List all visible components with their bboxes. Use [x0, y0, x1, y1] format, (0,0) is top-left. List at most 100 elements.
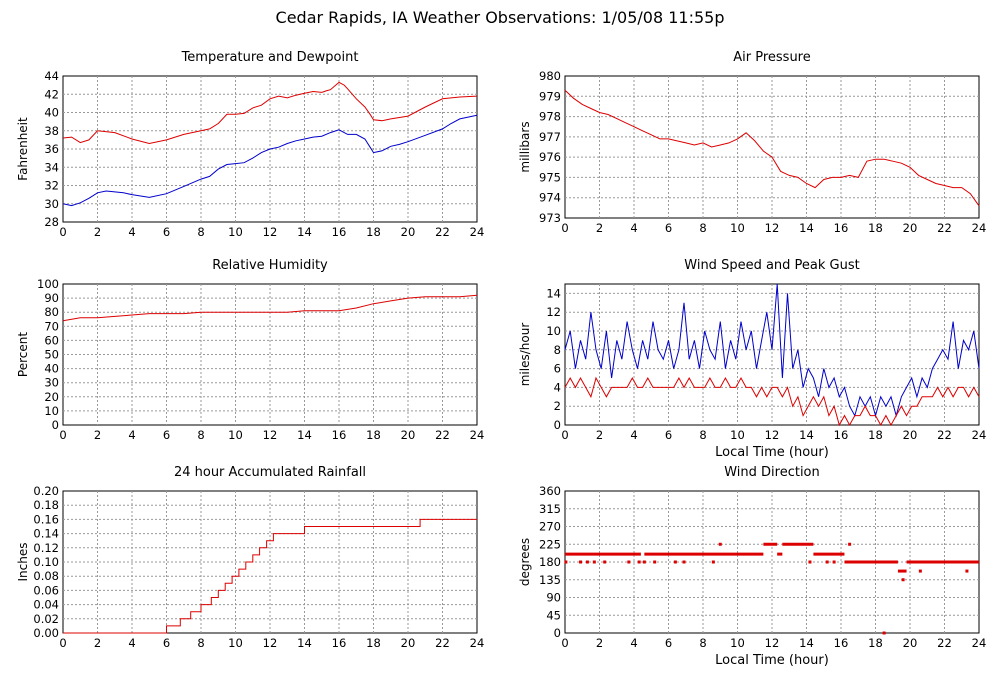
y-tick-label: 70: [44, 319, 59, 333]
series-line-red: [62, 81, 478, 145]
y-tick-label: 0.14: [33, 527, 59, 541]
y-tick-label: 0.04: [33, 598, 59, 612]
y-tick-label: 0.20: [33, 484, 59, 498]
x-tick-label: 14: [297, 636, 312, 650]
x-tick-label: 12: [263, 428, 278, 442]
x-tick-label: 10: [730, 636, 745, 650]
chart-title: Relative Humidity: [212, 258, 328, 273]
y-tick-label: 0.16: [33, 512, 59, 526]
page-title: Cedar Rapids, IA Weather Observations: 1…: [275, 8, 725, 27]
y-tick-label: 0.10: [33, 555, 59, 569]
direction-point: [642, 560, 646, 564]
x-tick-label: 10: [228, 428, 243, 442]
x-tick-label: 6: [163, 225, 170, 239]
x-tick-label: 10: [730, 428, 745, 442]
series-line-red: [63, 518, 477, 634]
y-tick-label: 4: [554, 380, 561, 394]
series-line-red: [564, 89, 980, 207]
x-tick-label: 14: [799, 221, 814, 235]
x-tick-label: 2: [596, 221, 603, 235]
y-tick-label: 977: [539, 130, 561, 144]
direction-point: [627, 560, 631, 564]
y-axis-label: miles/hour: [518, 323, 532, 387]
x-tick-label: 20: [903, 428, 918, 442]
y-tick-label: 360: [539, 484, 561, 498]
x-tick-label: 4: [630, 221, 637, 235]
y-tick-label: 42: [44, 87, 59, 101]
direction-point: [918, 569, 922, 573]
chart-humidity: 0 2 4 6 8 10 12 14 16 18 20 22 240102030405060708090…: [16, 258, 484, 442]
y-tick-label: 32: [44, 179, 59, 193]
y-tick-label: 225: [539, 537, 561, 551]
x-axis-label: Local Time (hour): [715, 445, 829, 460]
y-tick-label: 90: [546, 591, 561, 605]
x-tick-label: 14: [799, 636, 814, 650]
y-axis-label: millibars: [518, 121, 532, 172]
x-tick-label: 2: [94, 225, 101, 239]
y-axis-label: Percent: [16, 332, 30, 377]
y-tick-label: 40: [44, 362, 59, 376]
direction-point: [718, 542, 722, 546]
x-tick-label: 18: [366, 428, 381, 442]
x-tick-label: 12: [263, 225, 278, 239]
direction-point: [825, 560, 829, 564]
x-tick-label: 20: [401, 225, 416, 239]
x-tick-label: 6: [665, 636, 672, 650]
y-tick-label: 976: [539, 150, 561, 164]
x-tick-label: 0: [561, 428, 568, 442]
y-tick-label: 6: [554, 362, 561, 376]
x-tick-label: 8: [197, 225, 204, 239]
direction-point: [832, 560, 836, 564]
x-tick-label: 4: [630, 428, 637, 442]
x-tick-label: 8: [197, 428, 204, 442]
direction-point: [653, 560, 657, 564]
x-tick-label: 14: [297, 225, 312, 239]
chart-title: Temperature and Dewpoint: [181, 50, 359, 65]
y-tick-label: 14: [546, 286, 561, 300]
x-tick-label: 16: [834, 428, 849, 442]
direction-point: [637, 560, 641, 564]
x-tick-label: 8: [699, 636, 706, 650]
x-tick-label: 4: [128, 428, 135, 442]
series-line-blue: [564, 283, 980, 418]
x-tick-label: 24: [972, 636, 987, 650]
y-axis-label: degrees: [518, 538, 532, 586]
x-tick-label: 20: [401, 428, 416, 442]
x-tick-label: 22: [435, 428, 450, 442]
x-tick-label: 22: [937, 636, 952, 650]
y-tick-label: 0.18: [33, 498, 59, 512]
y-tick-label: 0: [554, 418, 561, 432]
y-tick-label: 10: [546, 324, 561, 338]
x-tick-label: 8: [699, 428, 706, 442]
direction-point: [585, 560, 589, 564]
x-tick-label: 12: [263, 636, 278, 650]
y-tick-label: 2: [554, 399, 561, 413]
direction-point: [901, 578, 905, 582]
y-tick-label: 270: [539, 520, 561, 534]
y-tick-label: 44: [44, 69, 59, 83]
y-tick-label: 100: [37, 277, 59, 291]
x-tick-label: 16: [332, 225, 347, 239]
direction-point: [673, 560, 677, 564]
x-tick-label: 20: [903, 636, 918, 650]
x-tick-label: 6: [665, 428, 672, 442]
x-tick-label: 24: [972, 428, 987, 442]
series-line-red: [62, 294, 478, 322]
y-tick-label: 135: [539, 573, 561, 587]
chart-rain: 0 2 4 6 8 10 12 14 16 18 20 22 240.000.020.040.060.0…: [16, 465, 484, 650]
direction-point: [603, 560, 607, 564]
chart-pressure: 0 2 4 6 8 10 12 14 16 18 20 22 249739749759769779789…: [518, 50, 986, 235]
direction-point: [848, 542, 852, 546]
y-axis-label: Inches: [16, 543, 30, 582]
y-tick-label: 10: [44, 404, 59, 418]
y-tick-label: 30: [44, 376, 59, 390]
x-tick-label: 22: [435, 636, 450, 650]
x-tick-label: 4: [128, 225, 135, 239]
x-tick-label: 8: [699, 221, 706, 235]
x-tick-label: 18: [366, 225, 381, 239]
y-tick-label: 80: [44, 305, 59, 319]
x-tick-label: 6: [163, 428, 170, 442]
x-tick-label: 22: [937, 221, 952, 235]
